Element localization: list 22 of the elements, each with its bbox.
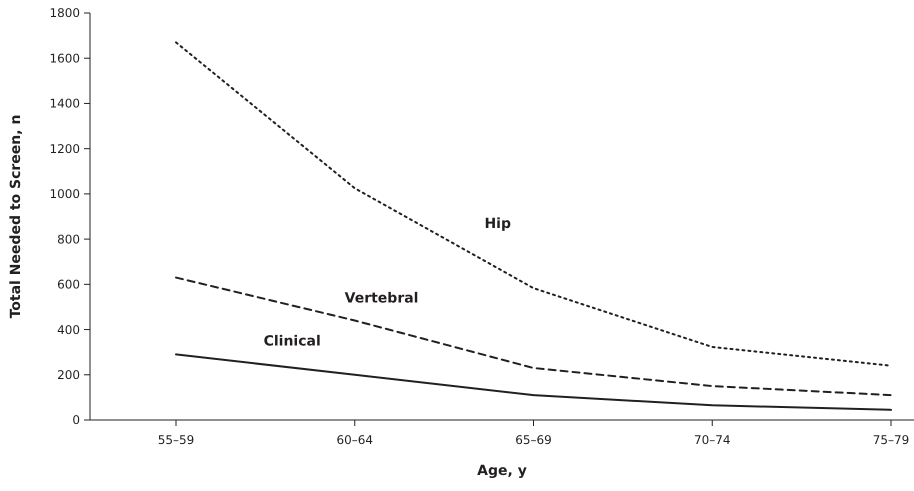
series-label: Clinical <box>264 334 321 350</box>
y-tick-label: 1800 <box>49 6 80 20</box>
x-tick-label: 75–79 <box>872 433 910 447</box>
x-tick-label: 55–59 <box>158 433 194 447</box>
y-tick-label: 0 <box>72 413 80 428</box>
line-series <box>175 353 892 411</box>
x-tick-label: 60–64 <box>336 433 374 447</box>
y-tick-label: 800 <box>57 232 80 246</box>
y-tick-label: 1400 <box>49 96 80 111</box>
series-label: Hip <box>484 216 512 232</box>
y-tick-label: 1200 <box>49 142 80 156</box>
series-label: Vertebral <box>344 290 418 307</box>
y-axis-title: Total Needed to Screen, n <box>8 114 24 318</box>
y-tick-label: 1600 <box>49 51 80 66</box>
line-series <box>175 276 892 396</box>
y-tick-label: 600 <box>57 278 80 292</box>
y-tick-label: 200 <box>57 368 80 382</box>
x-tick-label: 70–74 <box>694 433 731 447</box>
x-axis-title: Age, y <box>477 463 527 479</box>
y-tick-label: 400 <box>57 322 80 337</box>
y-tick-label: 1000 <box>49 187 80 202</box>
x-tick-label: 65–69 <box>515 433 552 447</box>
